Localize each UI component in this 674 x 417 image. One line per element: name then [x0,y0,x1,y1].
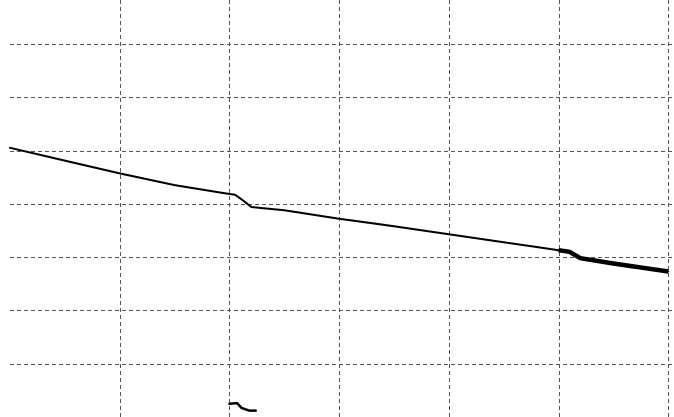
chart-grid [10,0,674,417]
series-line-2 [228,401,257,412]
series-line-1-noise-band [558,247,669,274]
chart-series-group [9,146,670,412]
